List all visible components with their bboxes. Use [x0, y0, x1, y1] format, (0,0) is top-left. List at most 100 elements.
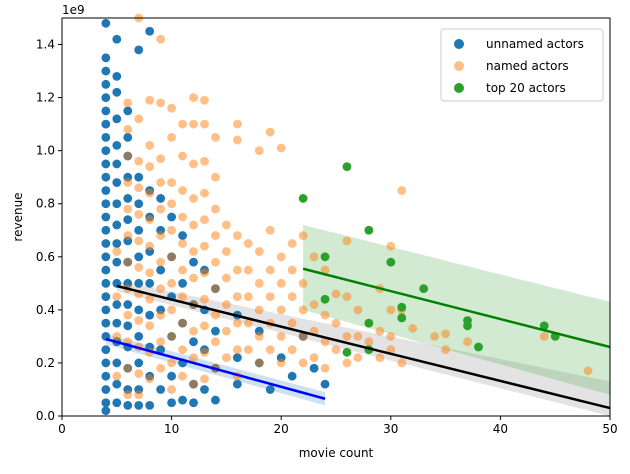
- data-point: [200, 95, 209, 105]
- data-point: [145, 140, 155, 150]
- data-point: [156, 194, 166, 203]
- data-point: [178, 345, 187, 355]
- data-point: [112, 318, 122, 328]
- data-point: [232, 353, 242, 363]
- data-point: [134, 114, 144, 124]
- data-point: [232, 318, 242, 328]
- y-tick-label: 1.0: [36, 144, 55, 158]
- data-point: [243, 345, 253, 355]
- data-point: [145, 162, 155, 171]
- data-point: [243, 265, 253, 275]
- data-point: [375, 353, 385, 363]
- data-point: [320, 265, 330, 275]
- data-point: [539, 321, 549, 331]
- legend-label-unnamed-actors: unnamed actors: [486, 37, 584, 51]
- data-point: [265, 265, 275, 275]
- data-point: [265, 345, 275, 355]
- data-point: [167, 371, 177, 381]
- data-point: [134, 209, 144, 219]
- data-point: [232, 135, 242, 145]
- legend-label-top-20-actors: top 20 actors: [486, 81, 566, 95]
- data-point: [167, 305, 177, 315]
- data-point: [156, 385, 166, 394]
- data-point: [320, 252, 330, 262]
- data-point: [211, 231, 220, 240]
- data-point: [189, 159, 198, 169]
- data-point: [298, 231, 308, 240]
- data-point: [211, 326, 220, 336]
- data-point: [265, 225, 275, 235]
- data-point: [112, 239, 122, 248]
- data-point: [112, 220, 122, 230]
- data-point: [397, 302, 407, 312]
- data-point: [123, 106, 133, 116]
- data-point: [145, 321, 155, 331]
- data-point: [156, 154, 166, 164]
- data-point: [320, 337, 330, 347]
- data-point: [145, 278, 155, 288]
- data-point: [243, 239, 253, 248]
- data-point: [101, 406, 111, 416]
- data-point: [145, 374, 155, 384]
- data-point: [101, 133, 111, 142]
- data-point: [112, 71, 122, 81]
- data-point: [101, 199, 111, 209]
- data-point: [167, 332, 177, 341]
- data-point: [211, 204, 220, 214]
- legend-label-named-actors: named actors: [486, 59, 569, 73]
- data-point: [222, 247, 231, 256]
- data-point: [145, 26, 155, 36]
- data-point: [386, 241, 396, 251]
- data-point: [134, 199, 144, 209]
- x-tick-label: 40: [493, 422, 508, 436]
- data-point: [134, 316, 144, 325]
- data-point: [123, 151, 133, 161]
- data-point: [276, 143, 286, 153]
- data-point: [112, 178, 122, 187]
- data-point: [134, 278, 144, 288]
- data-point: [320, 294, 330, 304]
- data-point: [134, 172, 144, 182]
- data-point: [123, 178, 133, 187]
- data-point: [101, 385, 111, 394]
- data-point: [123, 363, 133, 373]
- data-point: [211, 133, 220, 142]
- data-point: [112, 300, 122, 309]
- data-point: [167, 225, 177, 235]
- data-point: [134, 369, 144, 378]
- data-point: [353, 353, 363, 363]
- data-point: [200, 119, 209, 129]
- data-point: [178, 318, 187, 328]
- data-point: [101, 146, 111, 156]
- data-point: [364, 318, 374, 328]
- data-point: [178, 212, 187, 222]
- data-point: [276, 278, 286, 288]
- data-point: [178, 231, 187, 240]
- data-point: [189, 247, 198, 256]
- data-point: [254, 305, 264, 315]
- data-point: [101, 66, 111, 76]
- data-point: [101, 305, 111, 315]
- data-point: [167, 212, 177, 222]
- data-point: [189, 337, 198, 347]
- data-point: [298, 278, 308, 288]
- data-point: [254, 358, 264, 368]
- data-point: [386, 257, 396, 267]
- data-point: [375, 326, 385, 336]
- data-point: [134, 45, 144, 55]
- data-point: [101, 398, 111, 408]
- data-point: [342, 292, 352, 301]
- data-point: [342, 358, 352, 368]
- data-point: [101, 93, 111, 102]
- data-point: [200, 321, 209, 331]
- data-point: [200, 215, 209, 225]
- data-point: [364, 225, 374, 235]
- y-tick-label: 0.2: [36, 356, 55, 370]
- data-point: [101, 106, 111, 116]
- data-point: [112, 358, 122, 368]
- data-point: [222, 273, 231, 283]
- data-point: [145, 310, 155, 320]
- data-point: [101, 212, 111, 222]
